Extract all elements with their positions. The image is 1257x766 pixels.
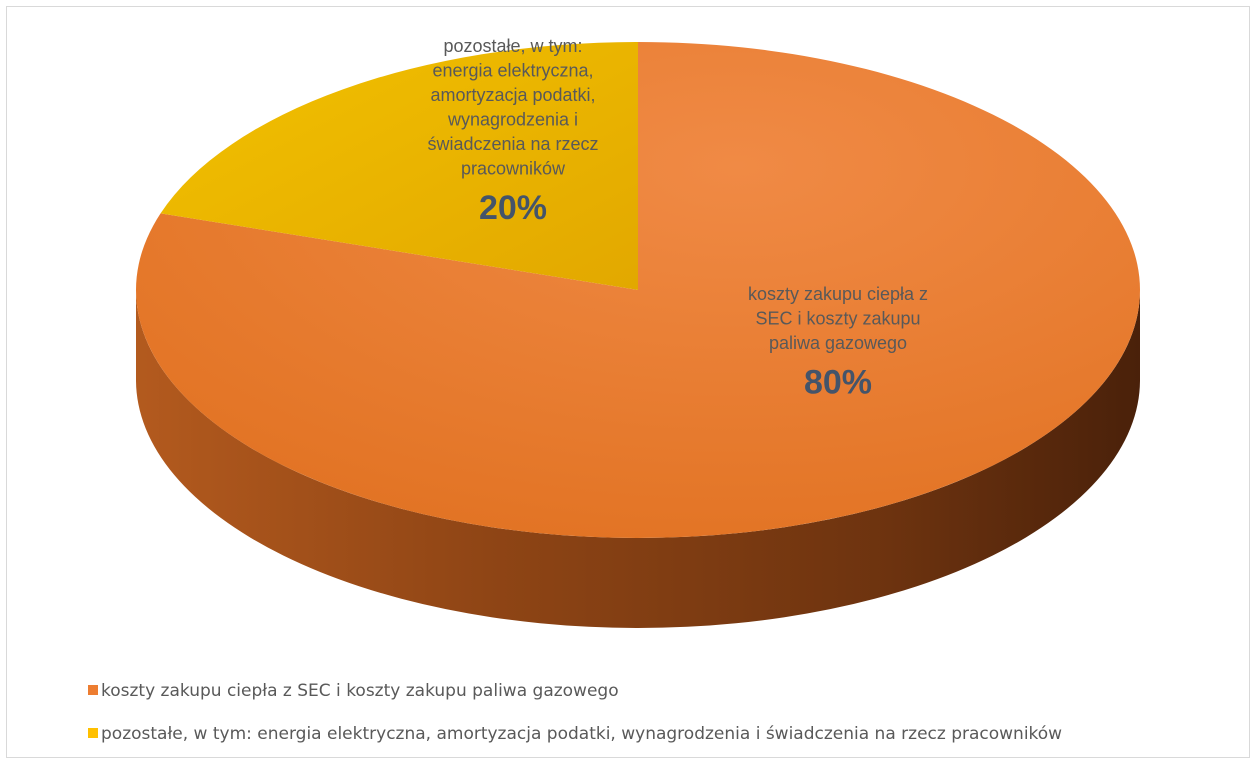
legend-swatch-1 bbox=[88, 728, 98, 738]
pie-side-0 bbox=[136, 290, 1140, 628]
legend-item-0: koszty zakupu ciepła z SEC i koszty zaku… bbox=[88, 681, 619, 701]
pie-label-1: pozostałe, w tym: energia elektryczna, amo… bbox=[427, 36, 598, 179]
legend-label-0: koszty zakupu ciepła z SEC i koszty zaku… bbox=[101, 681, 619, 701]
pie-slice-1 bbox=[160, 42, 638, 290]
pie-percent-label-1: 20% bbox=[479, 189, 547, 227]
pie-percent-label-0: 80% bbox=[804, 364, 872, 402]
legend-label-1: pozostałe, w tym: energia elektryczna, a… bbox=[101, 724, 1063, 744]
legend-swatch-0 bbox=[88, 685, 98, 695]
legend-item-1: pozostałe, w tym: energia elektryczna, a… bbox=[88, 724, 1062, 744]
pie-label-0: koszty zakupu ciepła z SEC i koszty zakup… bbox=[748, 284, 928, 353]
